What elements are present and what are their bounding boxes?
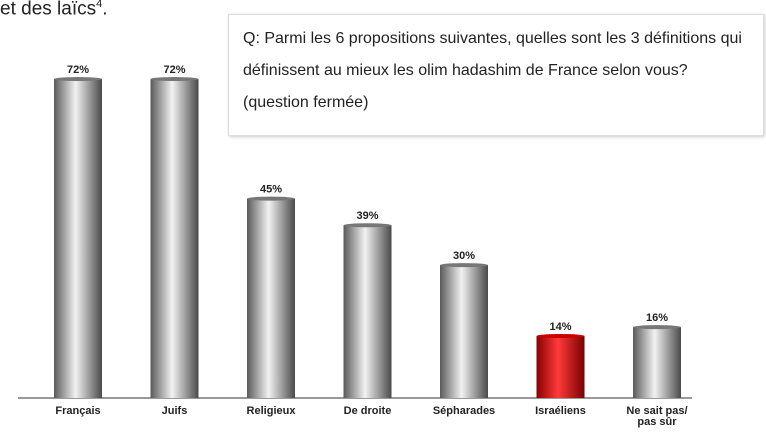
bar-cap: [150, 77, 199, 82]
value-label: 45%: [260, 184, 282, 196]
intro: et des laïcs4.: [0, 0, 108, 20]
question-text: Q: Parmi les 6 propositions suivantes, q…: [243, 30, 742, 111]
bar: [536, 335, 585, 398]
bar-cap: [440, 263, 488, 268]
category-label: Sépharades: [432, 405, 496, 417]
value-label: 72%: [67, 64, 89, 76]
intro-end: .: [102, 0, 108, 20]
bar: [343, 225, 392, 398]
intro-text: et des laïcs: [0, 0, 97, 20]
category-label: Français: [55, 405, 101, 417]
value-label: 16%: [646, 312, 668, 324]
category-label: Israéliens: [535, 405, 586, 417]
category-label: De droite: [343, 405, 392, 417]
question-box: Q: Parmi les 6 propositions suivantes, q…: [228, 14, 764, 136]
bar: [247, 198, 295, 398]
bar-cap: [536, 333, 585, 338]
bar: [440, 265, 488, 398]
bar-cap: [343, 223, 392, 228]
bar: [150, 79, 199, 398]
bar: [54, 79, 102, 398]
bar-cap: [633, 325, 681, 330]
category-label: Ne sait pas/ pas sûr: [626, 405, 688, 428]
value-label: 30%: [453, 250, 475, 262]
footnote-ref: 4: [96, 0, 103, 10]
category-label: Religieux: [246, 405, 296, 417]
category-label: Juifs: [161, 405, 188, 417]
bar-cap: [54, 77, 102, 82]
value-label: 39%: [356, 210, 378, 222]
value-label: 14%: [549, 321, 571, 333]
bar: [633, 327, 681, 398]
value-label: 72%: [163, 64, 185, 76]
bar-cap: [247, 196, 295, 201]
